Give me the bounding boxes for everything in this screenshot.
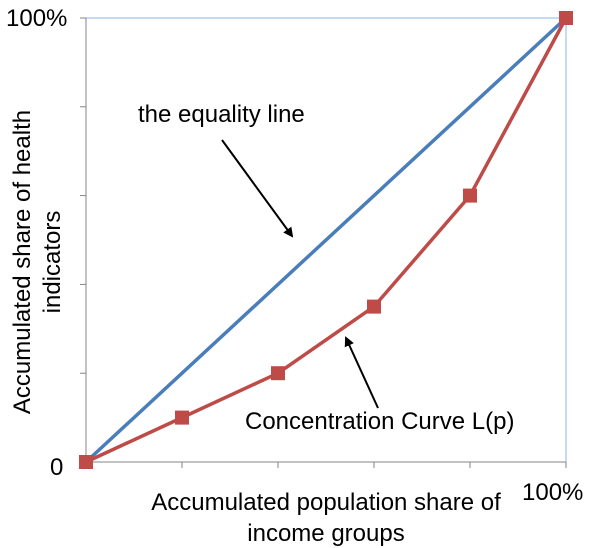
annotation-equality-line: the equality line (138, 101, 305, 128)
concentration-curve-point (559, 11, 573, 25)
concentration-curve-point (463, 188, 477, 203)
concentration-curve-point (271, 366, 285, 381)
y-tick-label-min: 0 (50, 454, 63, 481)
annotation-concentration-curve: Concentration Curve L(p) (245, 408, 514, 435)
y-axis-label-line-1: Accumulated share of health (9, 110, 36, 414)
x-axis-label-line-2: income groups (247, 520, 404, 547)
equality-line-arrow (221, 139, 294, 238)
concentration-curve-point (79, 455, 93, 469)
x-axis-label-line-1: Accumulated population share of (151, 489, 501, 516)
y-axis-label-line-2: indicators (39, 211, 66, 314)
y-tick-label-max: 100% (6, 5, 67, 32)
concentration-curve-arrow (344, 336, 379, 409)
concentration-curve-point (175, 410, 189, 425)
equality-line (84, 16, 568, 464)
concentration-curve-line (84, 16, 568, 464)
concentration-curve-point (367, 299, 381, 314)
x-tick-label-max: 100% (522, 479, 583, 506)
